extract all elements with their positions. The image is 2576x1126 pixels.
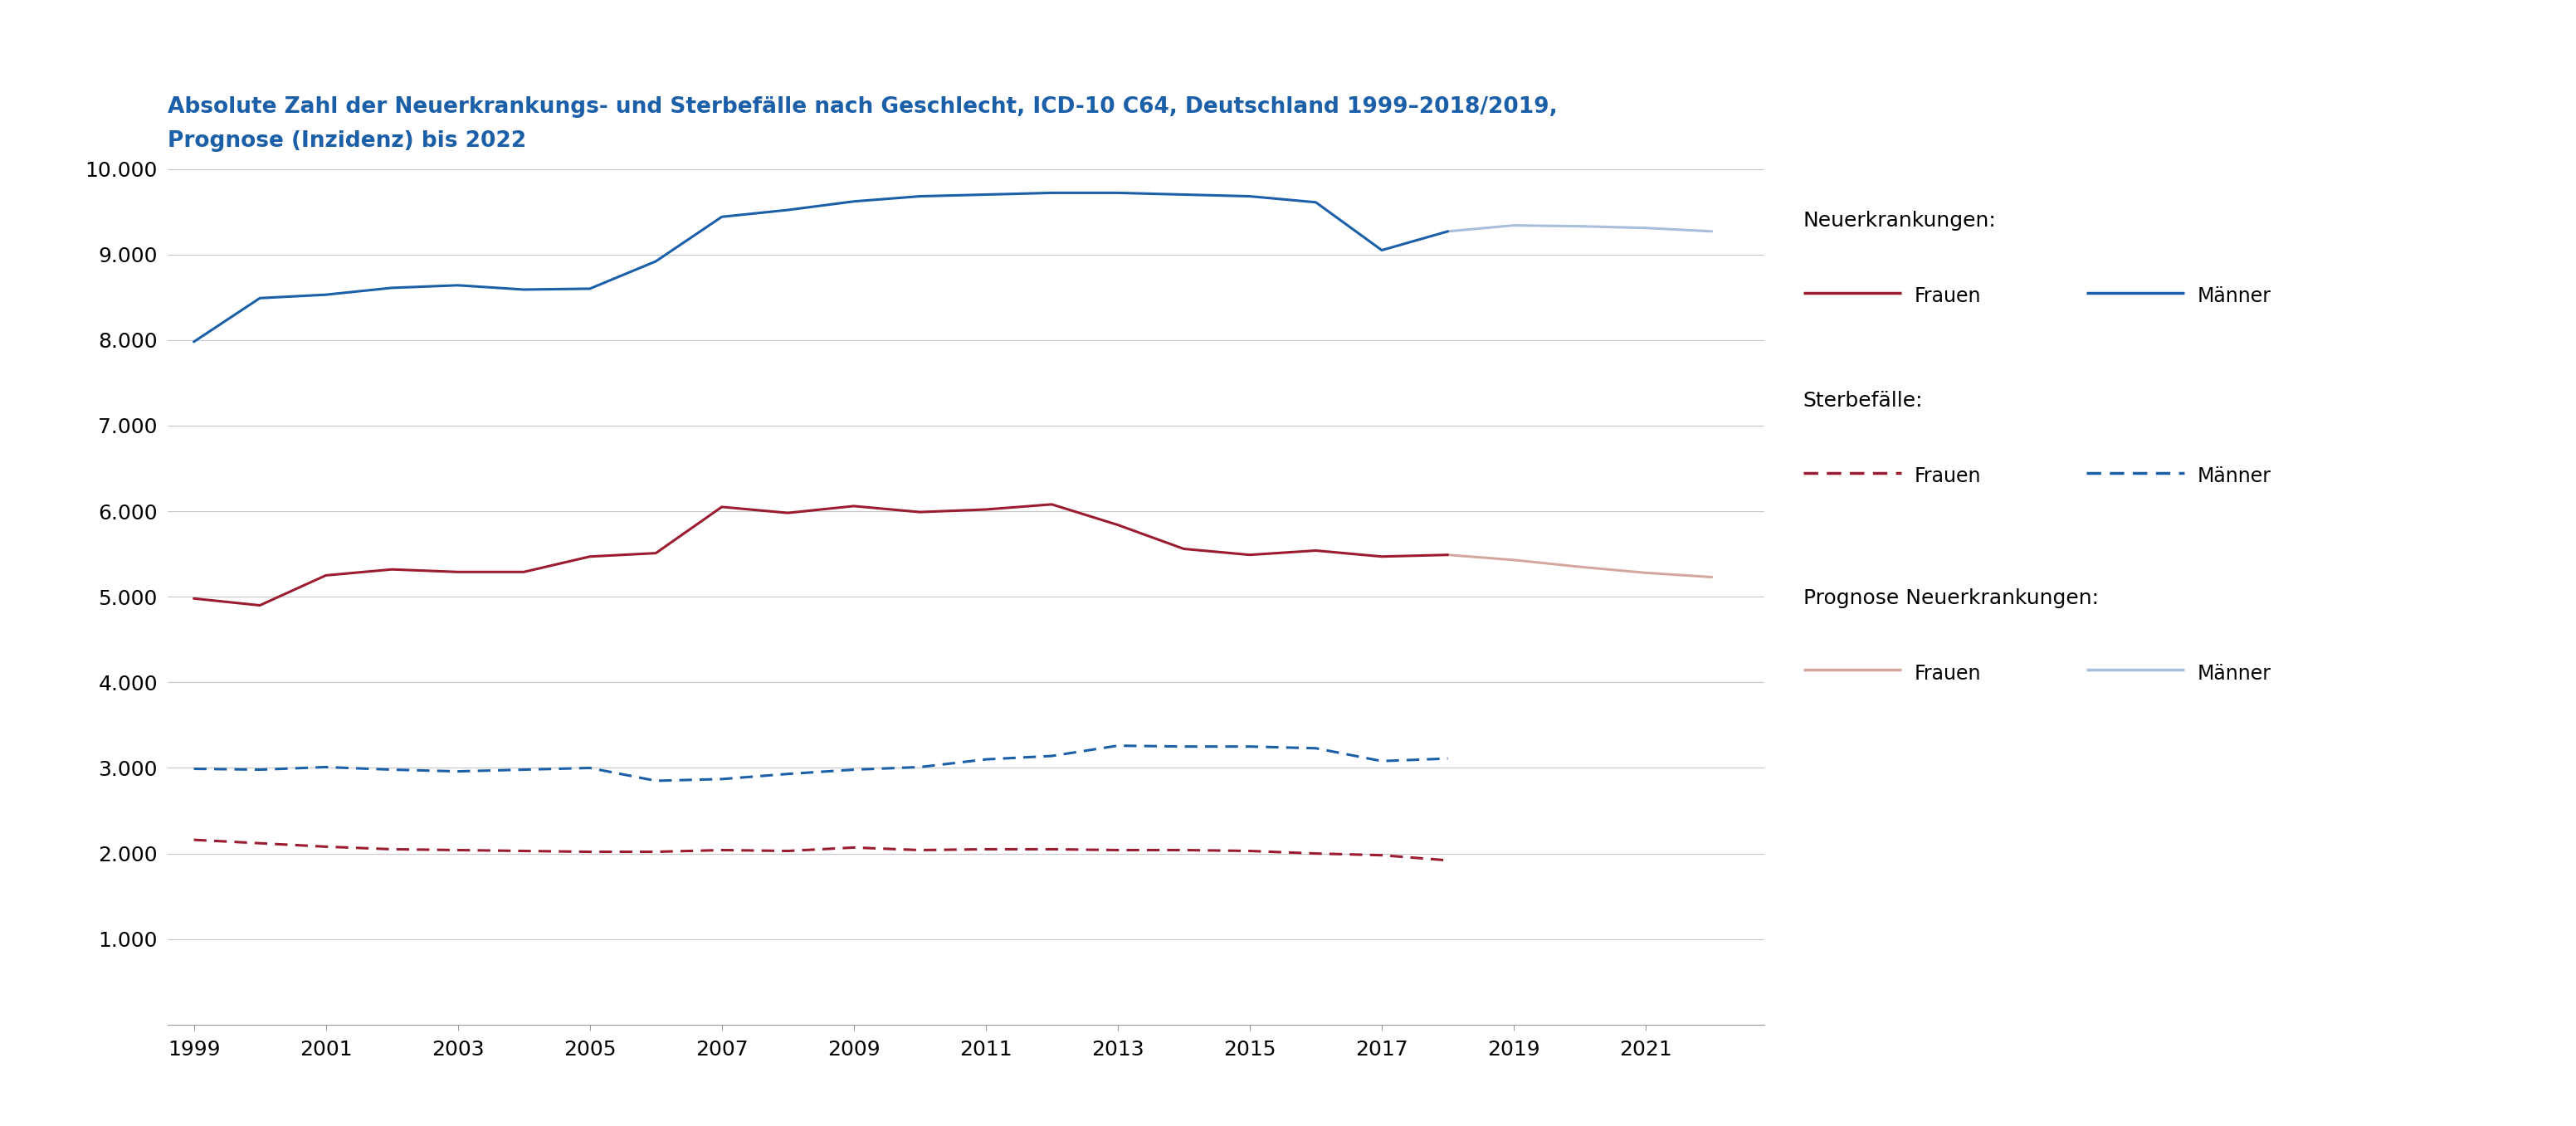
Text: Männer: Männer <box>2197 663 2272 683</box>
Text: Frauen: Frauen <box>1914 663 1981 683</box>
Text: Frauen: Frauen <box>1914 466 1981 486</box>
Text: Sterbefälle:: Sterbefälle: <box>1803 391 1924 411</box>
Text: Männer: Männer <box>2197 466 2272 486</box>
Text: Männer: Männer <box>2197 286 2272 306</box>
Text: Prognose (Inzidenz) bis 2022: Prognose (Inzidenz) bis 2022 <box>167 131 526 152</box>
Text: Prognose Neuerkrankungen:: Prognose Neuerkrankungen: <box>1803 588 2099 608</box>
Text: Absolute Zahl der Neuerkrankungs- und Sterbefälle nach Geschlecht, ICD-10 C64, D: Absolute Zahl der Neuerkrankungs- und St… <box>167 97 1558 118</box>
Text: Neuerkrankungen:: Neuerkrankungen: <box>1803 211 1996 231</box>
Text: Frauen: Frauen <box>1914 286 1981 306</box>
